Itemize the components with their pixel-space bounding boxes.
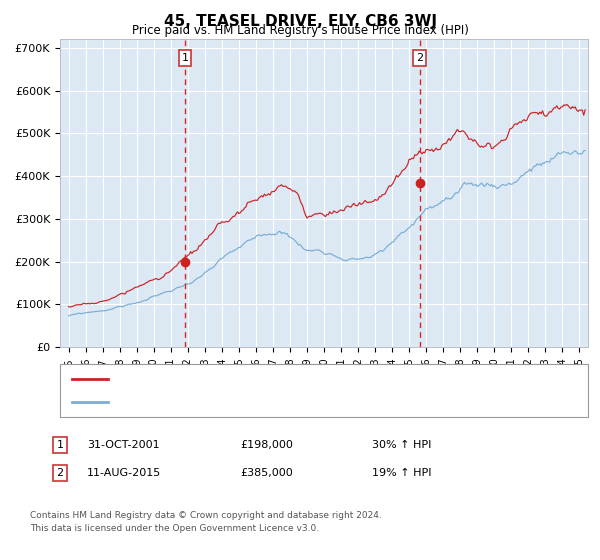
Text: HPI: Average price, detached house, East Cambridgeshire: HPI: Average price, detached house, East… bbox=[117, 397, 439, 407]
Text: 45, TEASEL DRIVE, ELY, CB6 3WJ (detached house): 45, TEASEL DRIVE, ELY, CB6 3WJ (detached… bbox=[117, 374, 399, 384]
Text: 11-AUG-2015: 11-AUG-2015 bbox=[87, 468, 161, 478]
Text: 1: 1 bbox=[181, 53, 188, 63]
Text: 19% ↑ HPI: 19% ↑ HPI bbox=[372, 468, 431, 478]
Text: £385,000: £385,000 bbox=[240, 468, 293, 478]
Text: 31-OCT-2001: 31-OCT-2001 bbox=[87, 440, 160, 450]
Text: 2: 2 bbox=[56, 468, 64, 478]
Text: Contains HM Land Registry data © Crown copyright and database right 2024.: Contains HM Land Registry data © Crown c… bbox=[30, 511, 382, 520]
Text: 2: 2 bbox=[416, 53, 423, 63]
Text: Price paid vs. HM Land Registry's House Price Index (HPI): Price paid vs. HM Land Registry's House … bbox=[131, 24, 469, 36]
Text: 45, TEASEL DRIVE, ELY, CB6 3WJ: 45, TEASEL DRIVE, ELY, CB6 3WJ bbox=[163, 14, 437, 29]
Text: 30% ↑ HPI: 30% ↑ HPI bbox=[372, 440, 431, 450]
Text: 1: 1 bbox=[56, 440, 64, 450]
Text: £198,000: £198,000 bbox=[240, 440, 293, 450]
Text: This data is licensed under the Open Government Licence v3.0.: This data is licensed under the Open Gov… bbox=[30, 524, 319, 533]
